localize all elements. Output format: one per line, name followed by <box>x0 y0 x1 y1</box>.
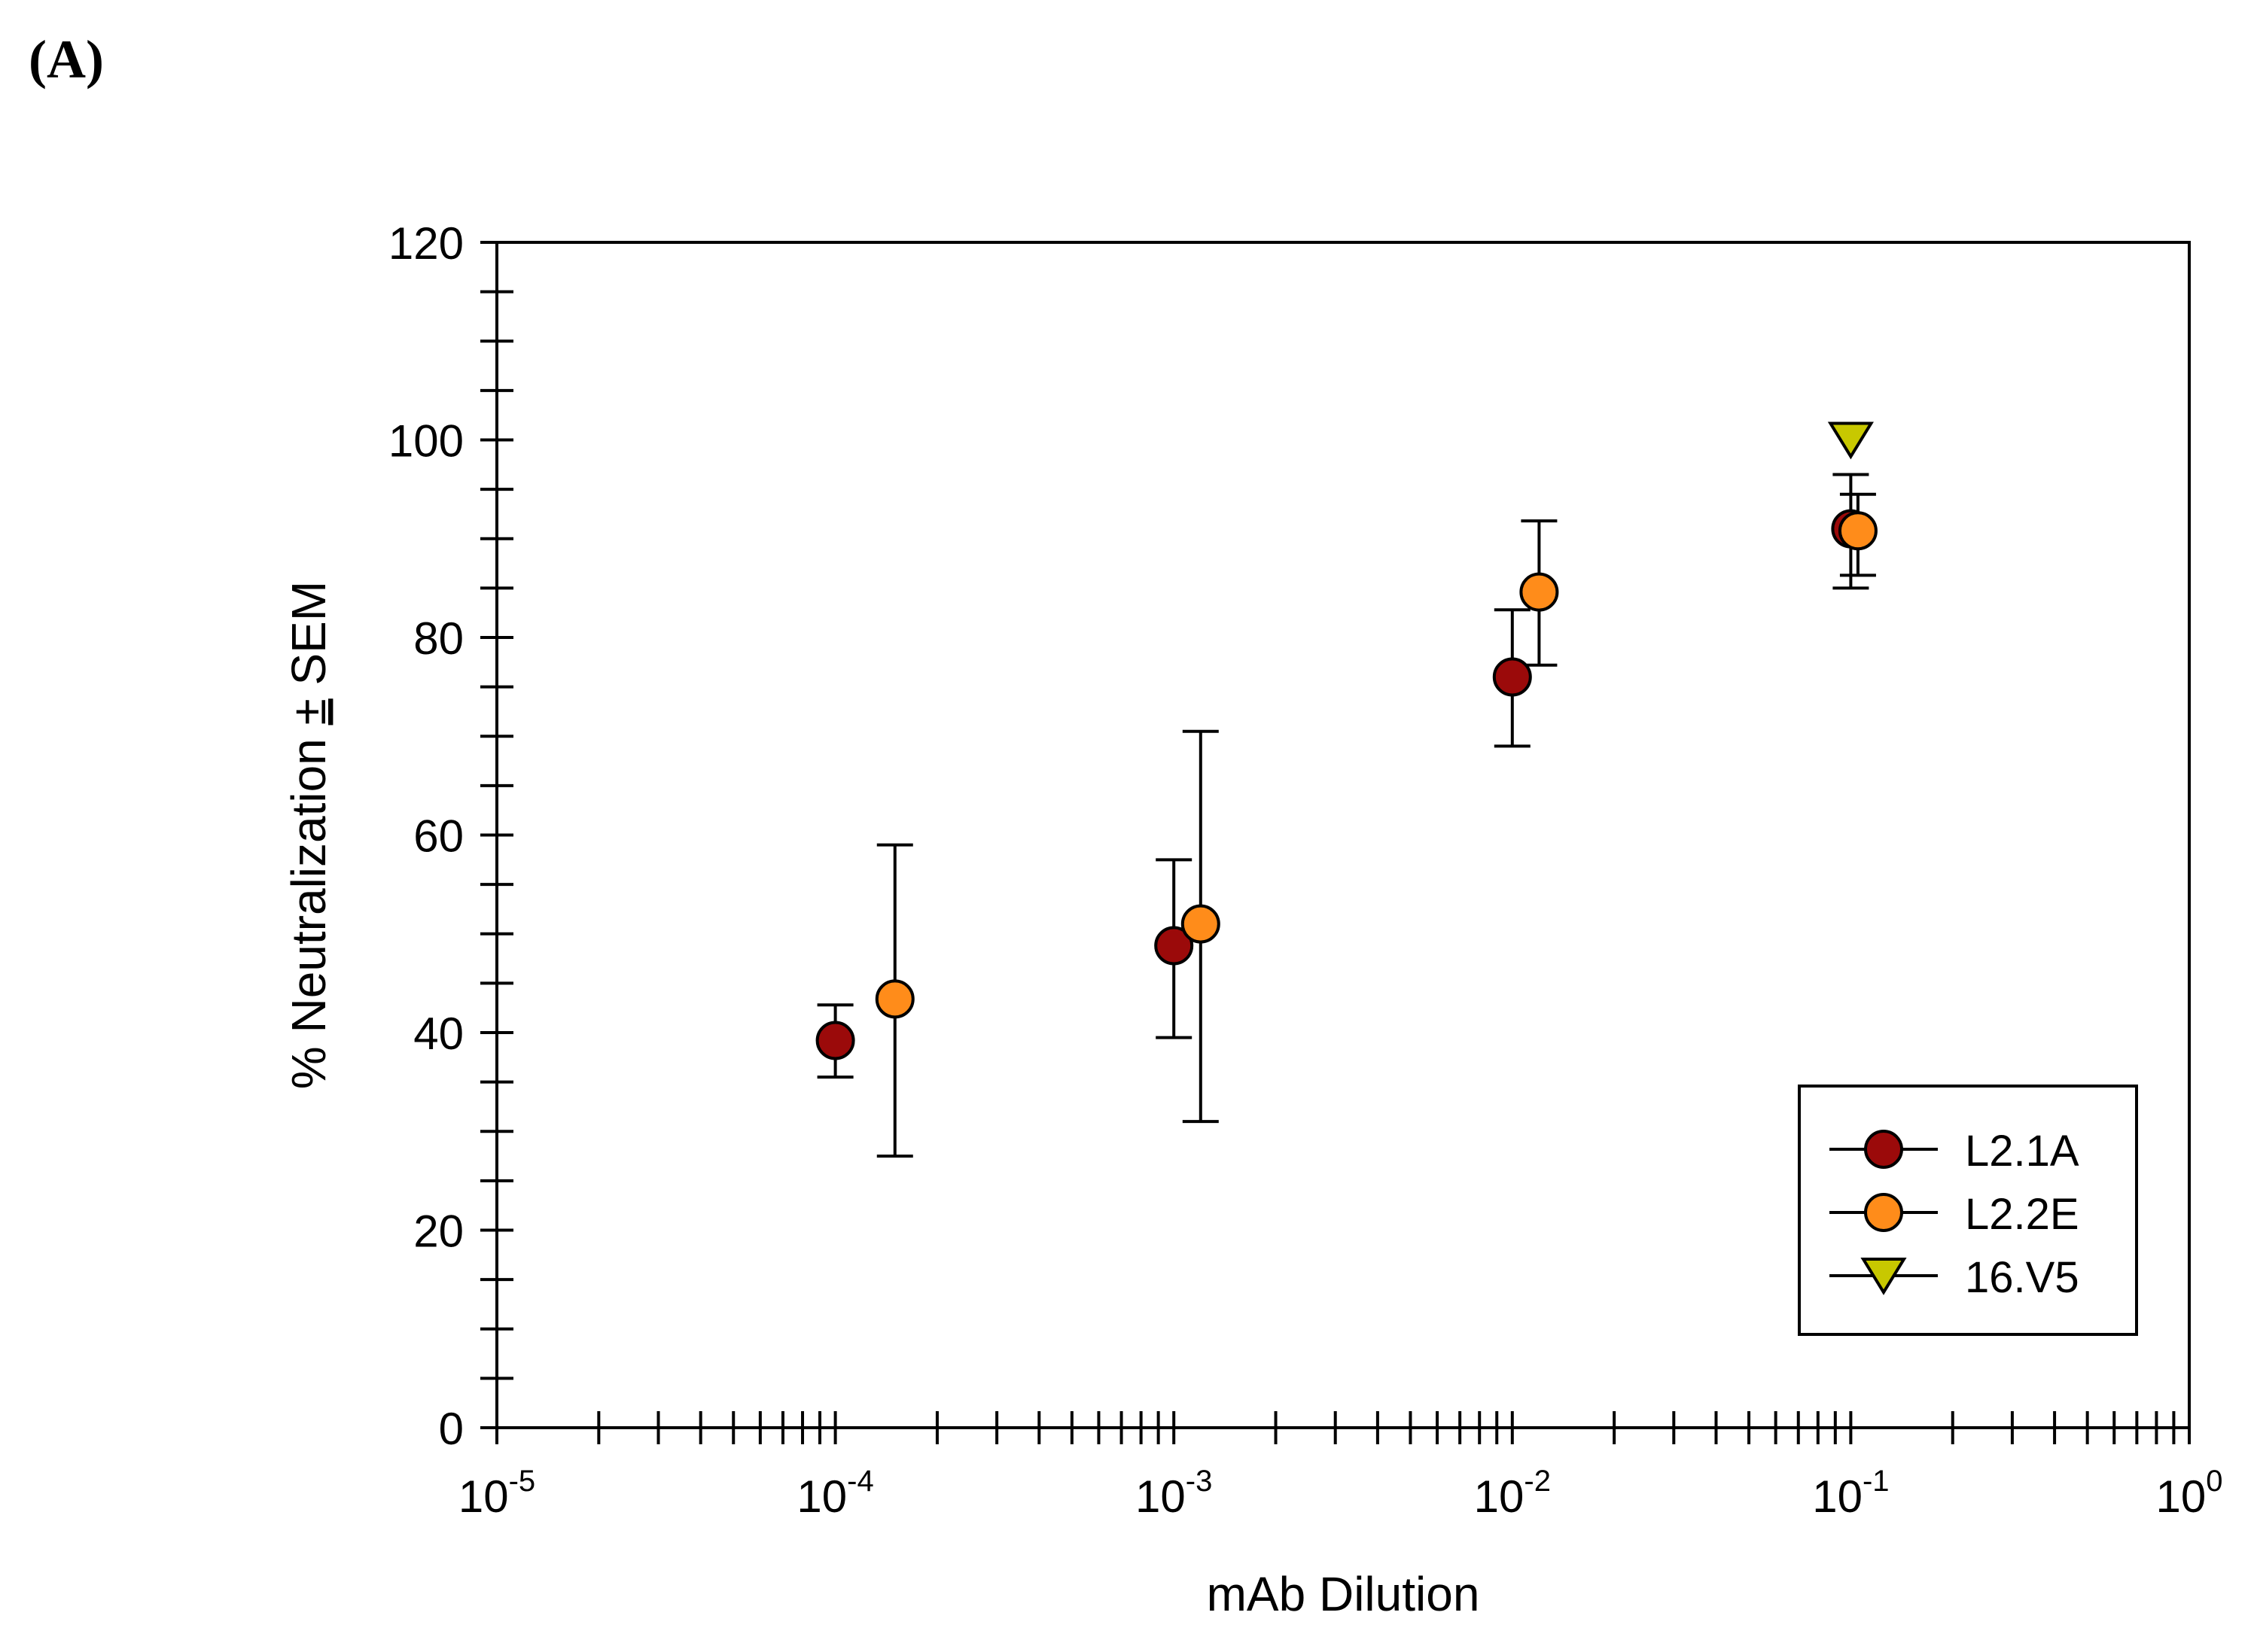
data-point <box>1838 511 1878 551</box>
y-axis: 0 20 40 60 80 100 120 <box>388 218 513 1454</box>
legend-marker <box>1864 1130 1903 1169</box>
x-tick-label: 10-2 <box>1474 1465 1551 1522</box>
data-series <box>815 421 1878 1158</box>
y-tick-label: 20 <box>413 1206 464 1257</box>
legend-label: L2.2E <box>1965 1190 2079 1239</box>
data-point <box>1519 572 1559 612</box>
y-tick-label: 120 <box>388 218 464 269</box>
data-point <box>1492 657 1532 697</box>
data-point <box>1154 926 1194 966</box>
x-tick-label: 10-3 <box>1135 1465 1212 1522</box>
x-tick-label: 10-5 <box>458 1465 535 1522</box>
y-tick-label: 40 <box>413 1009 464 1059</box>
x-axis-label: mAb Dilution <box>1207 1567 1480 1621</box>
y-tick-label: 60 <box>413 811 464 862</box>
panel-label: (A) <box>29 29 104 90</box>
legend: L2.1A L2.2E 16.V5 <box>1798 1085 2138 1336</box>
y-tick-label: 100 <box>388 416 464 467</box>
legend-marker <box>1860 1258 1907 1295</box>
legend-label: L2.1A <box>1965 1127 2079 1176</box>
legend-marker <box>1864 1193 1903 1232</box>
y-axis-label-suffix: SEM <box>282 581 336 698</box>
x-tick-label: 10-1 <box>1812 1465 1889 1522</box>
data-point <box>1180 904 1220 944</box>
y-tick-label: 80 <box>413 613 464 664</box>
legend-box <box>1798 1085 2138 1336</box>
data-point <box>815 1021 855 1060</box>
x-tick-label: 100 <box>2156 1465 2223 1522</box>
data-point <box>1827 421 1874 460</box>
y-axis-label-prefix: % Neutralization <box>282 725 336 1089</box>
legend-label: 16.V5 <box>1965 1253 2079 1302</box>
x-tick-label: 10-4 <box>797 1465 873 1522</box>
y-axis-label: % Neutralization ± SEM <box>282 581 336 1089</box>
y-axis-label-pm: ± <box>282 698 336 725</box>
x-axis: 10-5 10-4 10-3 10-2 10-1 100 <box>458 1411 2223 1522</box>
data-point <box>875 979 915 1019</box>
y-tick-label: 0 <box>439 1404 464 1454</box>
